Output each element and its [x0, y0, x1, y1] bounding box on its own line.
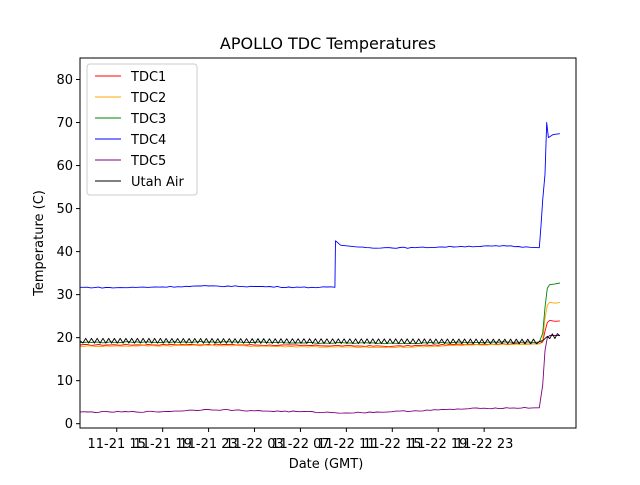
x-tick-label: 11-21 23 — [179, 437, 237, 452]
legend-label: TDC1 — [130, 70, 166, 85]
y-tick-label: 10 — [56, 374, 73, 389]
x-tick-label: 11-22 15 — [363, 437, 421, 452]
series-line-tdc1 — [79, 319, 560, 348]
x-tick-label: 11-22 19 — [409, 437, 467, 452]
series-line-tdc2 — [79, 301, 560, 349]
legend: TDC1 TDC2 TDC3 TDC4 TDC5 Utah Air — [86, 63, 198, 196]
y-tick-label: 60 — [56, 159, 73, 174]
y-tick-label: 30 — [56, 288, 73, 303]
series-line-utah-air — [79, 333, 561, 345]
legend-label: TDC2 — [130, 91, 166, 106]
x-tick-label: 11-22 11 — [317, 437, 375, 452]
y-tick-label: 20 — [56, 331, 73, 346]
y-tick-label: 70 — [56, 116, 73, 131]
x-axis-label: Date (GMT) — [289, 457, 364, 472]
series-line-tdc4 — [80, 122, 560, 289]
legend-label: TDC4 — [130, 133, 166, 148]
x-tick-label: 11-21 15 — [88, 437, 146, 452]
legend-label: TDC3 — [130, 112, 166, 127]
chart-title: APOLLO TDC Temperatures — [220, 34, 436, 53]
y-tick-label: 40 — [56, 245, 73, 260]
x-tick-label: 11-21 19 — [133, 437, 191, 452]
y-axis-label: Temperature (C) — [32, 190, 47, 297]
y-axis: 0 10 20 30 40 50 60 70 80 — [56, 73, 80, 432]
x-tick-label: 11-22 03 — [225, 437, 283, 452]
series-line-tdc3 — [79, 282, 560, 345]
legend-label: Utah Air — [131, 175, 184, 190]
x-tick-label: 11-22 07 — [271, 437, 329, 452]
x-tick-label: 11-22 23 — [455, 437, 513, 452]
axes-frame — [79, 57, 577, 429]
series-line-tdc5 — [79, 335, 560, 414]
y-tick-label: 0 — [65, 417, 73, 432]
y-tick-label: 80 — [56, 73, 73, 88]
series-layer — [79, 122, 561, 414]
y-tick-label: 50 — [56, 202, 73, 217]
legend-label: TDC5 — [130, 154, 166, 169]
